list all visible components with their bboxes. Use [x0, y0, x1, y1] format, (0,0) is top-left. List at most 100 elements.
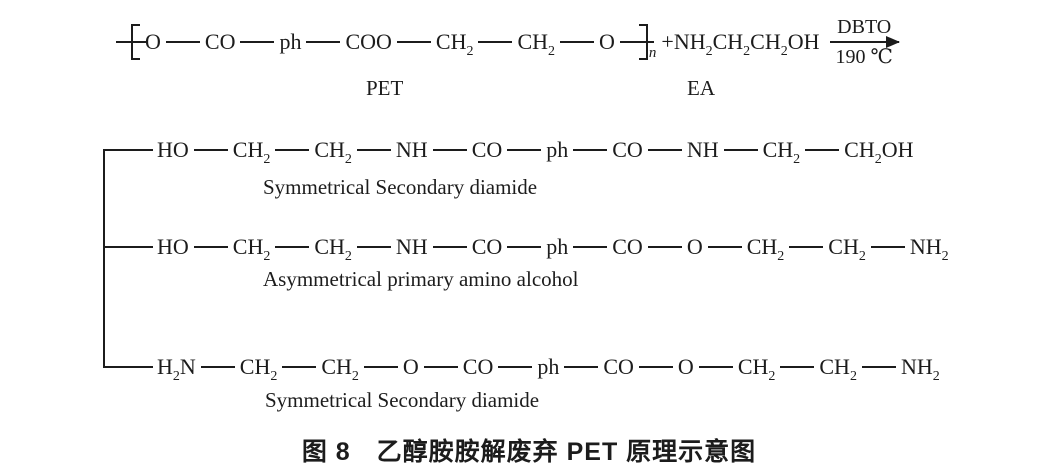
bond-line — [356, 246, 391, 248]
bond-line — [780, 366, 815, 368]
subscript: 2 — [932, 368, 940, 384]
formula-text: NH — [909, 234, 942, 259]
formula-text: O — [145, 29, 161, 54]
subscript: 2 — [263, 151, 271, 167]
formula-text: CH — [746, 234, 778, 259]
bond-line — [870, 246, 905, 248]
formula-group: CO — [607, 139, 648, 161]
subscript: 2 — [780, 43, 788, 59]
subscript: 2 — [548, 43, 556, 59]
subscript: 2 — [351, 368, 359, 384]
formula-group: CO — [467, 139, 508, 161]
bond-line — [560, 41, 595, 43]
catalyst-label: DBTO — [837, 16, 892, 38]
polymer-close-bracket — [638, 24, 648, 60]
repeat-subscript: n — [648, 44, 657, 61]
formula-group: NH — [391, 236, 433, 258]
formula-group: NH — [682, 139, 724, 161]
formula-group: O — [682, 236, 708, 258]
subscript: 2 — [263, 248, 271, 264]
formula-group: CO — [467, 236, 508, 258]
product-formula-2: HO CH2 CH2 NH CO ph CO O CH2 CH2 NH2 — [152, 234, 954, 264]
formula-text: OH — [881, 137, 914, 162]
formula-text: NH — [395, 137, 428, 162]
formula-text: CH — [819, 354, 850, 379]
formula-text: CH — [435, 29, 467, 54]
formula-text: ph — [279, 29, 302, 54]
bond-line — [789, 246, 824, 248]
temperature-label: 190 ℃ — [835, 46, 893, 68]
formula-group: ph — [541, 139, 573, 161]
bond-line — [423, 366, 458, 368]
formula-group: CH2OH — [839, 137, 918, 167]
formula-group: CO — [458, 356, 499, 378]
subscript: 2 — [858, 248, 866, 264]
formula-text: CO — [603, 354, 634, 379]
formula-text: COO — [345, 29, 392, 54]
subscript: 2 — [777, 248, 785, 264]
bond-line — [564, 366, 599, 368]
products-bracket-line — [103, 149, 105, 368]
formula-group: O — [673, 356, 699, 378]
bond-line — [356, 149, 391, 151]
subscript: 2 — [344, 151, 352, 167]
bond-line — [282, 366, 317, 368]
bond-line — [478, 41, 513, 43]
formula-text: CH — [314, 137, 345, 162]
formula-text: CH — [232, 137, 264, 162]
bond-line — [275, 246, 310, 248]
product-formula-3: H2N CH2 CH2 O CO ph CO O CH2 CH2 NH2 — [152, 354, 945, 384]
bond-line — [573, 149, 608, 151]
bond-line — [507, 149, 542, 151]
bond-line — [647, 149, 682, 151]
bond-line — [200, 366, 235, 368]
bond-line — [861, 366, 896, 368]
formula-text: O — [686, 234, 703, 259]
formula-text: CH — [232, 234, 264, 259]
formula-group: H2N — [152, 356, 201, 384]
subscript: 2 — [270, 368, 278, 384]
formula-text: CH — [737, 354, 769, 379]
product-row-3: H2N CH2 CH2 O CO ph CO O CH2 CH2 NH2 — [152, 351, 945, 384]
bond-line — [432, 246, 467, 248]
ea-label: EA — [687, 76, 715, 100]
subscript: 2 — [466, 43, 474, 59]
formula-text: CO — [204, 29, 236, 54]
formula-text: CO — [462, 354, 494, 379]
formula-group: CH2 — [512, 31, 560, 59]
bracket-stub-1 — [103, 149, 153, 151]
bond-line — [805, 149, 840, 151]
reaction-arrow: DBTO 190 ℃ — [829, 15, 900, 69]
subscript: 2 — [344, 248, 352, 264]
bond-line — [165, 41, 200, 43]
formula-text: CO — [612, 234, 643, 259]
bond-line — [573, 246, 608, 248]
formula-group: CH2 — [742, 234, 790, 264]
formula-text: NH — [900, 354, 933, 379]
bond-line — [698, 366, 733, 368]
reaction-equation: O CO ph COO CH2 CH2 O n +NH2CH2CH2OH DBTO 190 … — [116, 14, 900, 70]
bond-line — [707, 246, 742, 248]
ethanolamine-formula: +NH2CH2CH2OH — [661, 29, 819, 59]
bracket-stub-2 — [103, 246, 153, 248]
formula-text: NH — [395, 234, 428, 259]
formula-text: O — [677, 354, 694, 379]
arrowhead-icon — [885, 36, 900, 48]
product-row-2: HO CH2 CH2 NH CO ph CO O CH2 CH2 NH2 — [152, 231, 954, 264]
formula-text: NH — [686, 137, 719, 162]
formula-group: HO — [152, 139, 194, 161]
formula-text: ph — [537, 354, 560, 379]
formula-group: ph — [541, 236, 573, 258]
formula-text: CH — [750, 29, 781, 54]
formula-group: CH2 — [823, 236, 871, 264]
subscript: 2 — [941, 248, 949, 264]
formula-group: ph — [274, 31, 306, 53]
formula-group: HO — [152, 236, 194, 258]
formula-text: CH — [239, 354, 271, 379]
subscript: 2 — [768, 368, 776, 384]
chain-bond-right — [619, 41, 654, 43]
formula-text: HO — [157, 234, 189, 259]
formula-text: CO — [471, 234, 503, 259]
formula-group: CH2 — [733, 354, 781, 384]
bond-line — [240, 41, 275, 43]
